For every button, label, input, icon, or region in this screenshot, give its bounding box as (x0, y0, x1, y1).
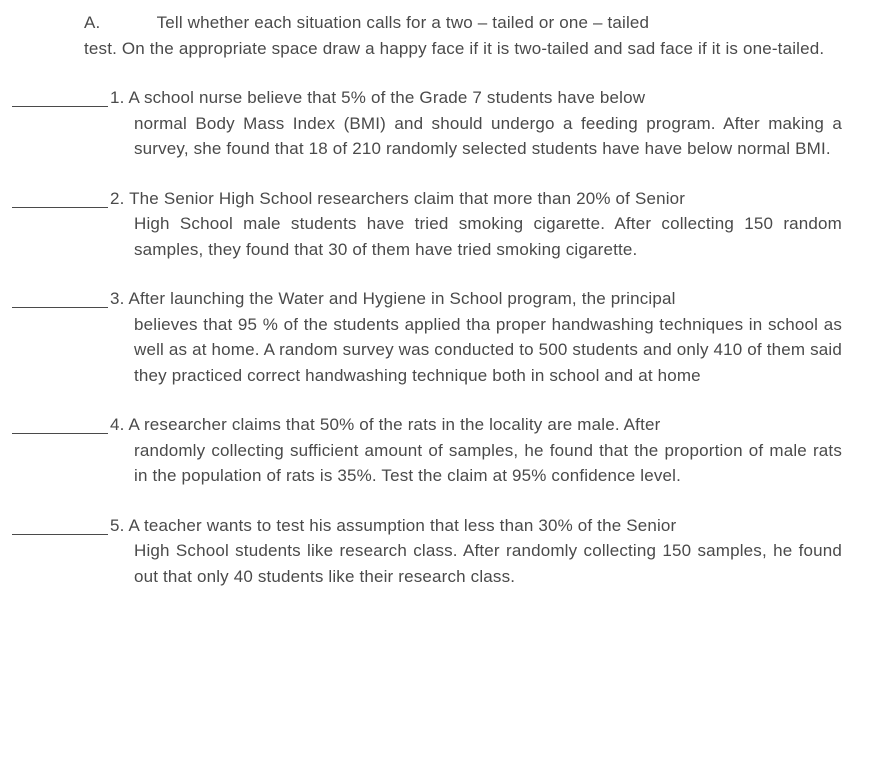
question-item-4: 4. A researcher claims that 50% of the r… (12, 412, 842, 489)
question-body: 4. A researcher claims that 50% of the r… (110, 412, 842, 489)
question-rest: randomly collecting sufficient amount of… (110, 438, 842, 489)
question-body: 2. The Senior High School researchers cl… (110, 186, 842, 263)
answer-blank[interactable] (12, 290, 108, 308)
answer-blank[interactable] (12, 190, 108, 208)
question-body: 1. A school nurse believe that 5% of the… (110, 85, 842, 162)
answer-blank[interactable] (12, 517, 108, 535)
question-item-1: 1. A school nurse believe that 5% of the… (12, 85, 842, 162)
question-body: 5. A teacher wants to test his assumptio… (110, 513, 842, 590)
question-number: 4. (110, 415, 125, 434)
question-rest: believes that 95 % of the students appli… (110, 312, 842, 389)
answer-blank[interactable] (12, 416, 108, 434)
question-rest: High School male students have tried smo… (110, 211, 842, 262)
question-first-line: A teacher wants to test his assumption t… (129, 516, 677, 535)
question-first-line: After launching the Water and Hygiene in… (129, 289, 676, 308)
question-number: 1. (110, 88, 125, 107)
answer-blank[interactable] (12, 89, 108, 107)
question-number: 5. (110, 516, 125, 535)
question-first-line: The Senior High School researchers claim… (129, 189, 685, 208)
question-item-3: 3. After launching the Water and Hygiene… (12, 286, 842, 388)
instructions: A. Tell whether each situation calls for… (84, 10, 842, 61)
question-rest: normal Body Mass Index (BMI) and should … (110, 111, 842, 162)
question-first-line: A researcher claims that 50% of the rats… (129, 415, 661, 434)
question-item-5: 5. A teacher wants to test his assumptio… (12, 513, 842, 590)
question-first-line: A school nurse believe that 5% of the Gr… (129, 88, 646, 107)
question-item-2: 2. The Senior High School researchers cl… (12, 186, 842, 263)
intro-first-line: Tell whether each situation calls for a … (157, 13, 650, 32)
question-rest: High School students like research class… (110, 538, 842, 589)
question-body: 3. After launching the Water and Hygiene… (110, 286, 842, 388)
intro-rest: test. On the appropriate space draw a ha… (84, 36, 842, 62)
section-label: A. (84, 10, 152, 36)
question-number: 2. (110, 189, 125, 208)
question-number: 3. (110, 289, 125, 308)
